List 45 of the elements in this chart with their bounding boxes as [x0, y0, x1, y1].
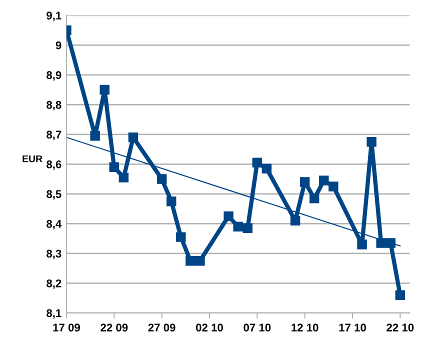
y-tick-label: 8,1 [46, 309, 62, 319]
y-tick-label: 8,5 [46, 190, 62, 200]
point [328, 182, 338, 192]
point [90, 131, 100, 141]
x-tick-label: 07 10 [244, 324, 271, 332]
point [233, 222, 243, 232]
y-tick-label: 8,7 [46, 130, 62, 140]
y-tick-label: 8,2 [46, 279, 62, 289]
point [319, 176, 329, 186]
point [310, 194, 320, 204]
x-tick-label: 02 10 [196, 324, 223, 332]
y-axis-title: EUR [22, 155, 42, 162]
point [118, 172, 129, 182]
point [395, 290, 406, 300]
point [252, 158, 262, 168]
x-tick-label: 27 09 [148, 324, 176, 332]
point [386, 238, 396, 248]
x-tick-label: 22 09 [100, 324, 128, 332]
point [357, 240, 367, 250]
point [109, 162, 120, 172]
y-tick-label: 8,6 [46, 160, 62, 170]
y-tick-label: 8,8 [46, 100, 62, 110]
y-tick-label: 8,4 [46, 220, 62, 230]
x-tick-label: 17 10 [339, 324, 366, 332]
point [195, 256, 205, 266]
point [262, 164, 272, 174]
point [242, 223, 252, 233]
point [156, 174, 167, 184]
point [366, 136, 376, 147]
point [186, 256, 196, 266]
point [100, 84, 110, 95]
x-tick-label: 17 09 [53, 324, 80, 332]
point [300, 177, 310, 187]
x-tick-label: 12 10 [292, 324, 318, 332]
x-tick-label: 22 10 [386, 324, 414, 332]
point [166, 196, 176, 206]
point [224, 211, 234, 222]
y-tick-label: 8,9 [46, 71, 62, 81]
y-tick-label: 9 [56, 41, 62, 50]
point [376, 238, 386, 248]
point [176, 232, 186, 242]
point [128, 132, 138, 142]
point [290, 216, 300, 226]
y-tick-label: 9,1 [46, 12, 62, 22]
y-tick-label: 8,3 [46, 250, 62, 260]
